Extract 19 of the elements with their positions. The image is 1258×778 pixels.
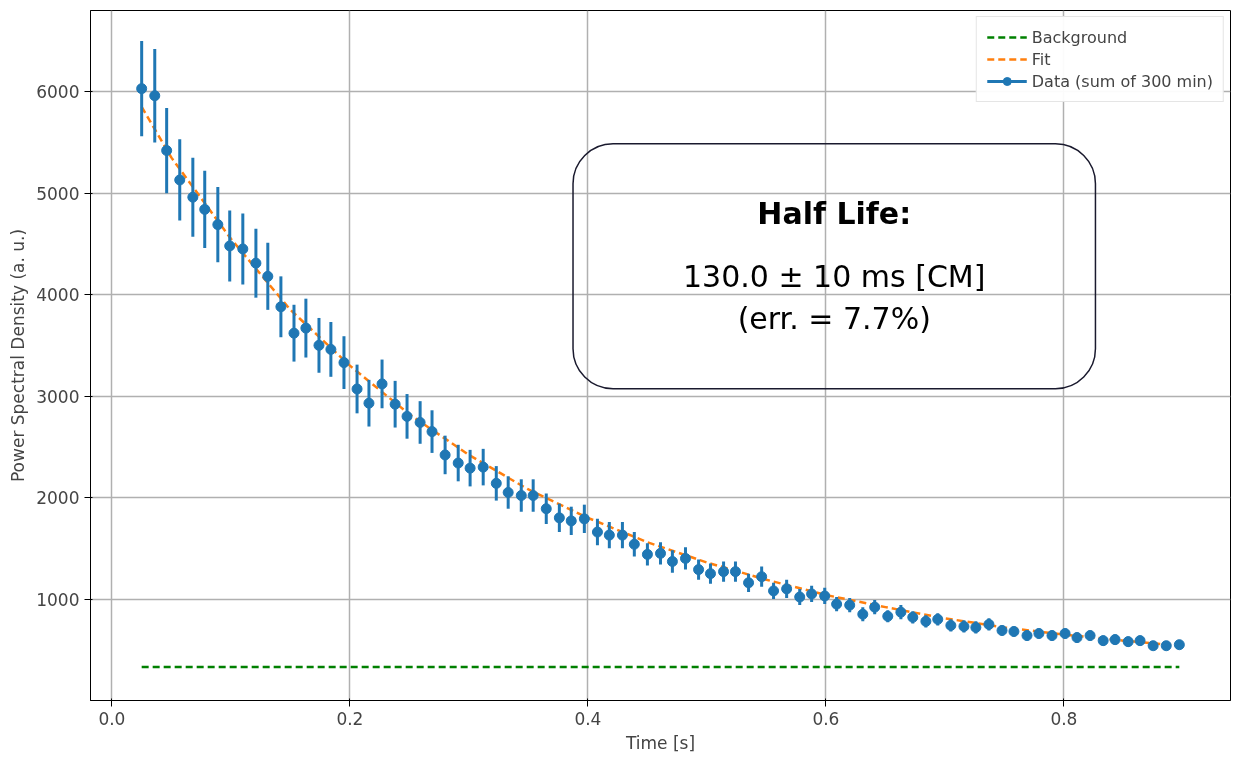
legend-label: Data (sum of 300 min) bbox=[1031, 71, 1213, 91]
y-tick-label: 2000 bbox=[36, 488, 80, 509]
annotation: Half Life: bbox=[757, 195, 912, 231]
x-axis-title: Time [s] bbox=[624, 732, 696, 753]
x-tick-label: 0.4 bbox=[574, 708, 602, 729]
y-axis-title: Power Spectral Density (a. u.) bbox=[8, 228, 29, 483]
y-tick-label: 3000 bbox=[36, 386, 80, 407]
legend-label: Fit bbox=[1031, 49, 1052, 69]
x-tick-label: 0.2 bbox=[336, 708, 364, 729]
annotation: 130.0 ± 10 ms [CM] bbox=[683, 258, 986, 294]
y-tick-label: 4000 bbox=[36, 285, 80, 306]
y-tick-label: 5000 bbox=[36, 183, 80, 204]
annotation: (err. = 7.7%) bbox=[737, 301, 931, 337]
x-tick-label: 0.0 bbox=[98, 708, 126, 729]
y-tick-label: 6000 bbox=[36, 82, 80, 103]
y-tick-label: 1000 bbox=[36, 589, 80, 610]
x-tick-label: 0.8 bbox=[1050, 708, 1078, 729]
x-tick-label: 0.6 bbox=[812, 708, 840, 729]
legend-label: Background bbox=[1031, 27, 1128, 47]
